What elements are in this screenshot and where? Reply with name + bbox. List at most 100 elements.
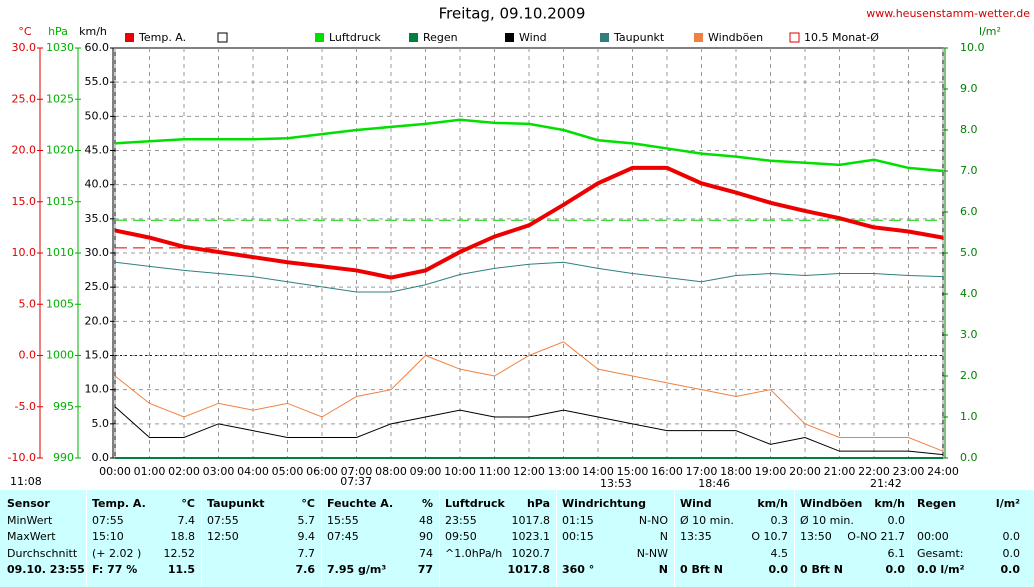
x-tick-label: 07:00 <box>341 465 373 478</box>
table-cell: Luftdruck hPa <box>443 496 552 512</box>
y-tick-label: 5.0 <box>960 246 978 259</box>
legend-label: Taupunkt <box>613 31 665 44</box>
table-cell: 6.1 <box>798 546 907 562</box>
cell-text: 18.8 <box>170 530 196 543</box>
cell-text: 1017.8 <box>511 513 551 527</box>
table-cell: MinWert <box>5 513 82 529</box>
y-tick-label: 1020 <box>46 144 74 157</box>
cell-text: 13:50 <box>800 530 832 543</box>
table-cell: 7.7 <box>205 546 317 562</box>
x-tick-label: 17:00 <box>686 465 718 478</box>
column-separator <box>201 490 202 587</box>
legend-swatch <box>125 33 134 42</box>
cell-text: O-NO 21.7 <box>847 530 905 543</box>
cell-text: 0.0 <box>887 513 906 527</box>
table-cell: 13:35 O 10.7 <box>678 529 790 545</box>
table-cell: Regen l/m² <box>915 496 1022 512</box>
table-cell: 15:55 48 <box>325 513 435 529</box>
y-tick-label: 1015 <box>46 195 74 208</box>
y-tick-label: 15.0 <box>12 195 37 208</box>
table-cell: 0.0 l/m² 0.0 <box>915 562 1022 578</box>
x-tick-label: 21:00 <box>824 465 856 478</box>
cell-text: Gesamt: <box>917 546 964 560</box>
table-cell: 12:50 9.4 <box>205 529 317 545</box>
y-tick-label: 8.0 <box>960 123 978 136</box>
legend-label: Temp. A. <box>138 31 186 44</box>
cell-text: N-NO <box>638 513 668 527</box>
y-tick-label: 40.0 <box>85 178 110 191</box>
cell-text: Feuchte A. <box>327 497 394 510</box>
table-cell: 360 ° N <box>560 562 670 578</box>
cell-text: MaxWert <box>7 530 56 543</box>
chart: Freitag, 09.10.2009 www.heusenstamm-wett… <box>8 5 1031 491</box>
table-cell: 09.10. 23:55 <box>5 562 85 578</box>
table-cell: 09:50 1023.1 <box>443 529 552 545</box>
cell-text: 7.6 <box>295 563 316 576</box>
x-tick-label: 10:00 <box>444 465 476 478</box>
x-tick-label: 05:00 <box>272 465 304 478</box>
y-tick-label: 50.0 <box>85 109 110 122</box>
table-cell: ^1.0hPa/h 1020.7 <box>443 546 552 562</box>
cell-text: N <box>658 563 668 576</box>
table-cell: 00:00 0.0 <box>915 529 1022 545</box>
y-tick-label: 0.0 <box>19 349 37 362</box>
cell-text: Temp. A. <box>92 497 146 510</box>
cell-text: 1020.7 <box>511 546 551 560</box>
legend-swatch <box>600 33 609 42</box>
table-cell: Durchschnitt <box>5 546 82 562</box>
y-tick-label: -10.0 <box>8 451 36 464</box>
cell-text: 360 ° <box>562 563 595 576</box>
x-tick-label: 01:00 <box>134 465 166 478</box>
x-tick-label: 02:00 <box>168 465 200 478</box>
legend-label: 10.5 Monat-Ø <box>804 31 879 44</box>
x-tick-label: 06:00 <box>306 465 338 478</box>
x-tick-label: 23:00 <box>893 465 925 478</box>
x-tick-label: 14:00 <box>582 465 614 478</box>
legend-label: Wind <box>519 31 547 44</box>
cell-text: 12.52 <box>163 546 196 560</box>
cell-text: 90 <box>419 530 433 543</box>
y-tick-label: 25.0 <box>85 280 110 293</box>
cell-text: 4.5 <box>770 546 789 560</box>
table-cell: N-NW <box>560 546 670 562</box>
table-cell: MaxWert <box>5 529 82 545</box>
legend-swatch <box>315 33 324 42</box>
cell-text: 7.7 <box>297 546 316 560</box>
cell-text: N-NW <box>636 546 668 560</box>
cell-text: Windböen <box>800 497 863 510</box>
table-cell: Sensor <box>5 496 82 512</box>
table-cell: 7.6 <box>205 562 317 578</box>
cell-text: 07:55 <box>207 513 239 527</box>
cell-text: Ø 10 min. <box>680 513 734 527</box>
cell-text: 23:55 <box>445 513 477 527</box>
y-tick-label: 4.0 <box>960 287 978 300</box>
y-tick-label: 6.0 <box>960 205 978 218</box>
y-tick-label: 2.0 <box>960 369 978 382</box>
x-tick-label: 22:00 <box>858 465 890 478</box>
cell-text: 11.5 <box>167 563 195 576</box>
axis-unit: °C <box>18 25 32 38</box>
cell-text: Sensor <box>7 497 50 510</box>
cell-text: Durchschnitt <box>7 546 78 560</box>
y-tick-label: 990 <box>53 451 74 464</box>
y-tick-label: 7.0 <box>960 164 978 177</box>
y-tick-label: 1030 <box>46 41 74 54</box>
table-cell: 4.5 <box>678 546 790 562</box>
table-cell: 01:15 N-NO <box>560 513 670 529</box>
column-separator <box>911 490 912 587</box>
time-marker: 07:37 <box>340 475 372 488</box>
table-cell: 07:55 7.4 <box>90 513 197 529</box>
cell-text: 00:15 <box>562 530 594 543</box>
cell-text: 0.0 l/m² <box>917 563 965 576</box>
y-tick-label: 10.0 <box>960 41 985 54</box>
cell-text: N <box>659 530 668 543</box>
x-tick-label: 08:00 <box>375 465 407 478</box>
cell-text: F: 77 % <box>92 563 138 576</box>
y-tick-label: 20.0 <box>85 314 110 327</box>
y-tick-label: 995 <box>53 400 74 413</box>
cell-text: 01:15 <box>562 513 594 527</box>
series-line <box>114 118 944 173</box>
cell-text: 0.0 <box>1002 530 1021 543</box>
cell-text: 09.10. 23:55 <box>7 563 85 576</box>
x-tick-label: 00:00 <box>99 465 131 478</box>
